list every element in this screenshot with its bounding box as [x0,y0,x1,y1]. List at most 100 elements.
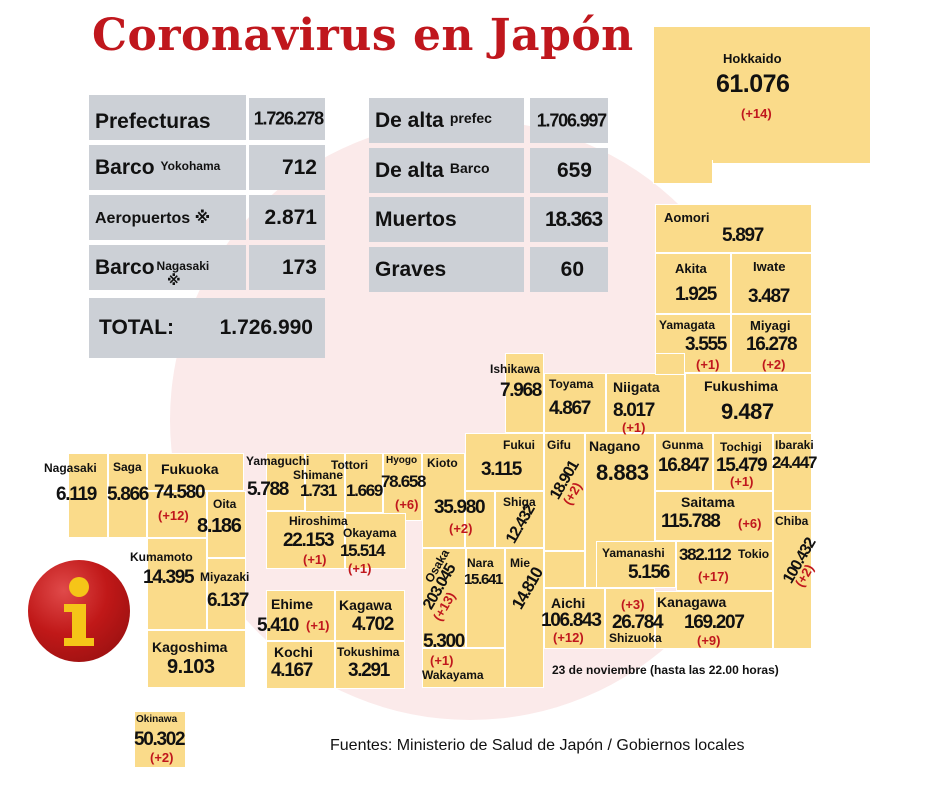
okayama-increase: (+1) [348,561,372,576]
okayama-value: 15.514 [340,541,386,560]
okinawa-increase: (+2) [150,750,174,765]
mie-name: Mie [510,556,531,570]
barco-yokohama-label: Barco Yokohama [95,155,221,179]
prefecture-saga [108,453,147,538]
prefecture-mie [505,548,544,688]
ehime-value: 5.410 [257,615,299,636]
miyazaki-value: 6.137 [207,590,249,611]
tottori-name: Tottori [331,458,369,472]
prefecture-okinawa [134,711,186,768]
hokkaido-value: 61.076 [716,70,790,98]
kanagawa-name: Kanagawa [657,594,727,610]
aichi-name: Aichi [551,595,586,611]
prefecture-miyazaki [207,558,246,630]
nagasaki-name: Nagasaki [44,461,97,475]
yamaguchi-value: 5.788 [247,479,289,500]
stat-label-box: Barco Yokohama [89,145,246,190]
prefecture-tokushima [335,641,405,689]
prefecture-tochigi [713,433,773,491]
prefecture-toyama [544,373,606,433]
kagoshima-value: 9.103 [167,656,215,678]
niigata-name: Niigata [613,379,660,395]
prefecture-tottori [345,453,383,513]
nara-name: Nara [467,556,494,570]
saitama-name: Saitama [681,494,735,510]
prefecture-nagasaki [68,453,108,538]
okayama-name: Okayama [343,526,397,540]
akita-value: 1.925 [675,284,717,305]
date-note: 23 de noviembre (hasta las 22.00 horas) [552,663,779,677]
fukuoka-value: 74.580 [154,482,206,503]
saitama-value: 115.788 [661,511,721,532]
yamanashi-value: 5.156 [628,562,670,583]
stat-value-box: 173 [249,245,325,290]
prefecture-kanagawa [655,591,773,649]
toyama-name: Toyama [549,377,594,391]
kumamoto-value: 14.395 [143,567,195,588]
gunma-name: Gunma [662,438,704,452]
note-mark: ※ [167,271,181,288]
tochigi-value: 15.479 [716,455,768,476]
ibaraki-name: Ibaraki [775,438,814,452]
stat-value-box: 60 [530,247,608,292]
stat-label-box: Muertos [369,197,524,242]
prefecture-shimane [305,453,345,513]
prefecture-iwate [731,253,812,314]
prefecture-yamaguchi [266,453,305,511]
kagawa-value: 4.702 [352,614,394,635]
tottori-value: 1.669 [346,481,383,500]
fukushima-value: 9.487 [721,399,774,424]
stat-label-box: Prefecturas [89,95,246,140]
tokio-name: Tokio [738,547,770,561]
yamagata-value: 3.555 [685,334,727,355]
yamagata-increase: (+1) [696,357,720,372]
yamanashi-name: Yamanashi [602,546,665,560]
saga-value: 5.866 [107,484,149,505]
toyama-value: 4.867 [549,398,591,419]
page-title: Coronavirus en Japón [92,10,634,61]
prefecture-yamanashi [596,541,676,588]
shizuoka-increase: (+3) [621,597,645,612]
aichi-value: 106.843 [541,610,602,631]
prefecture-gifu [544,433,585,551]
prefecture-saitama [655,491,773,541]
kagawa-name: Kagawa [339,597,392,613]
tokushima-value: 3.291 [348,660,390,681]
wakayama-name: Wakayama [422,668,484,682]
miyagi-value: 16.278 [746,334,798,355]
nagano-name: Nagano [589,438,641,454]
wakayama-value: 5.300 [423,631,465,652]
prefecture-ibaraki [773,433,812,511]
prefecture-chiba [773,511,812,649]
prefecture-aichi [544,588,605,649]
wakayama-increase: (+1) [430,653,454,668]
kochi-value: 4.167 [271,660,313,681]
nara-value: 15.641 [464,571,503,588]
stat-value-box: 659 [530,148,608,193]
shizuoka-value: 26.784 [612,612,664,633]
stat-label-box: Graves [369,247,524,292]
prefecture-aichi [544,551,585,588]
prefecture-kioto [422,453,465,548]
hokkaido-name: Hokkaido [723,51,782,66]
niigata-value: 8.017 [613,400,655,421]
alta-barco-label: De alta Barco [375,158,490,182]
hiroshima-name: Hiroshima [289,514,348,528]
barco-nagasaki-value: 173 [281,255,317,279]
niigata-increase: (+1) [622,420,646,435]
prefecture-hyogo [383,453,422,521]
prefecture-kochi [266,641,335,689]
fukui-value: 3.115 [481,459,522,480]
tokushima-name: Tokushima [337,645,400,659]
stat-value-box: 1.706.997 [530,98,608,143]
kanagawa-value: 169.207 [684,612,745,633]
barco-yokohama-value: 712 [281,155,317,179]
graves-label: Graves [375,257,447,281]
shimane-name: Shimane [293,468,344,482]
aeropuertos-label: Aeropuertos ※ [95,209,211,227]
hiroshima-increase: (+1) [303,552,327,567]
prefecture-hokkaido [653,160,713,184]
prefecture-hokkaido [653,26,871,164]
stat-value-box: 18.363 [530,197,608,242]
hyogo-value: 78.658 [381,472,427,491]
